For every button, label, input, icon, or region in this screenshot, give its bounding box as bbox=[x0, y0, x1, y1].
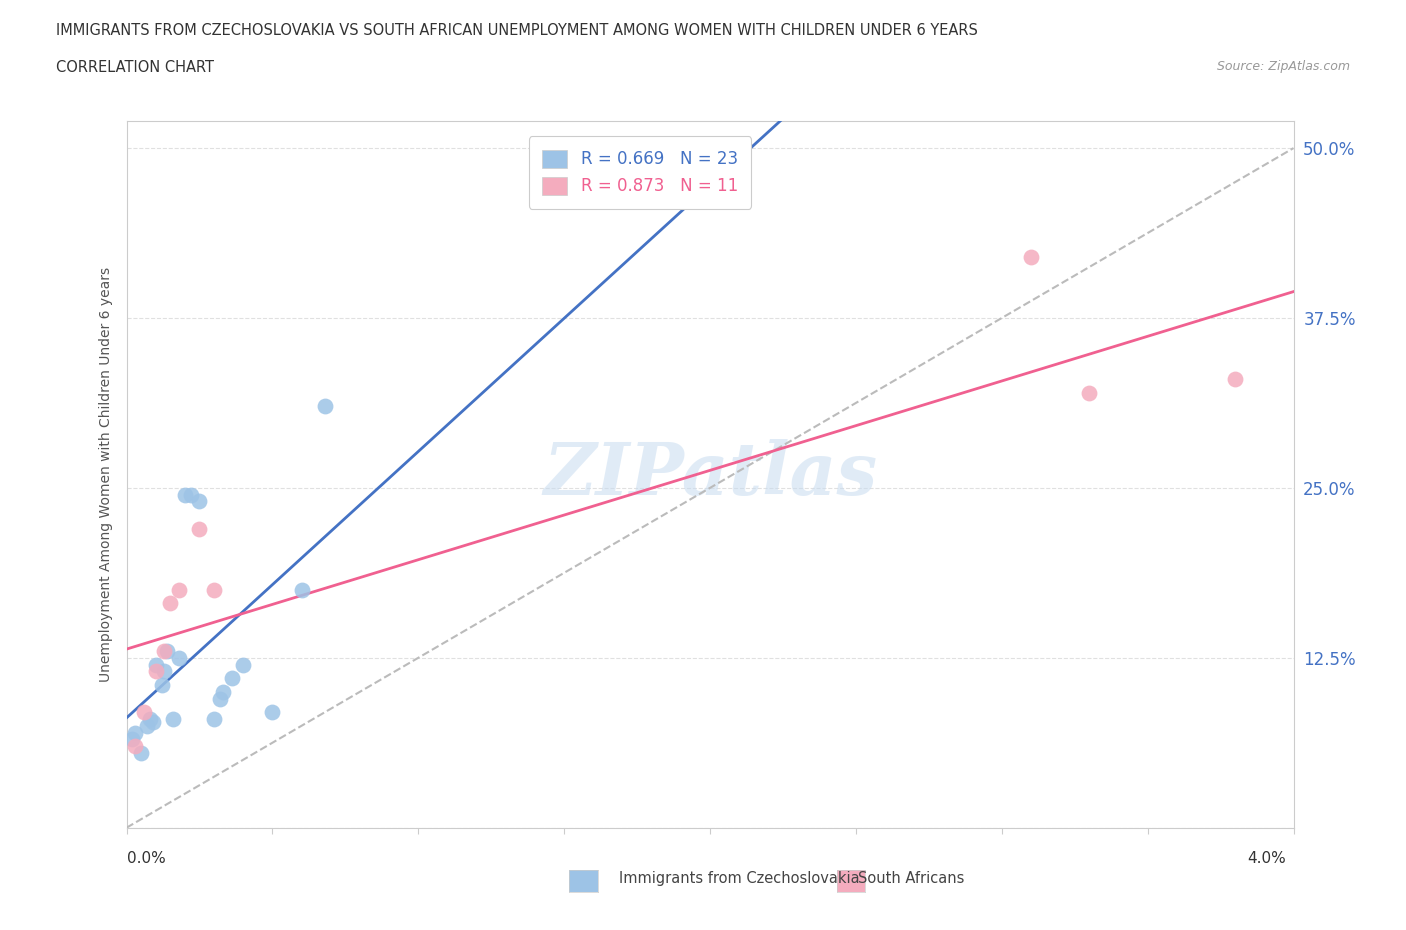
Point bbox=[129, 746, 152, 761]
Point bbox=[121, 732, 143, 747]
Text: Immigrants from Czechoslovakia: Immigrants from Czechoslovakia bbox=[619, 871, 859, 886]
Point bbox=[202, 582, 225, 597]
Text: 0.0%: 0.0% bbox=[127, 851, 166, 866]
Point bbox=[211, 684, 233, 699]
Point bbox=[167, 582, 190, 597]
Point bbox=[124, 725, 146, 740]
Point bbox=[139, 711, 162, 726]
Text: South Africans: South Africans bbox=[858, 871, 965, 886]
Point bbox=[145, 664, 167, 679]
Point bbox=[314, 399, 336, 414]
Text: IMMIGRANTS FROM CZECHOSLOVAKIA VS SOUTH AFRICAN UNEMPLOYMENT AMONG WOMEN WITH CH: IMMIGRANTS FROM CZECHOSLOVAKIA VS SOUTH … bbox=[56, 23, 979, 38]
Point bbox=[153, 644, 176, 658]
Point bbox=[180, 487, 202, 502]
Point bbox=[159, 596, 181, 611]
Text: 4.0%: 4.0% bbox=[1247, 851, 1286, 866]
Point bbox=[232, 658, 254, 672]
Point bbox=[124, 738, 146, 753]
Point bbox=[132, 705, 155, 720]
Point bbox=[1078, 385, 1101, 400]
Point bbox=[1223, 372, 1247, 387]
Point bbox=[202, 711, 225, 726]
Point bbox=[156, 644, 179, 658]
Point bbox=[208, 691, 231, 706]
Point bbox=[188, 521, 211, 536]
Point bbox=[142, 714, 165, 729]
Text: Source: ZipAtlas.com: Source: ZipAtlas.com bbox=[1216, 60, 1350, 73]
Point bbox=[167, 650, 190, 665]
Text: ZIPatlas: ZIPatlas bbox=[543, 439, 877, 510]
Y-axis label: Unemployment Among Women with Children Under 6 years: Unemployment Among Women with Children U… bbox=[98, 267, 112, 682]
Point bbox=[262, 705, 284, 720]
Point bbox=[1019, 249, 1042, 264]
Point bbox=[290, 582, 312, 597]
Point bbox=[174, 487, 197, 502]
Legend: R = 0.669   N = 23, R = 0.873   N = 11: R = 0.669 N = 23, R = 0.873 N = 11 bbox=[529, 137, 751, 208]
Point bbox=[162, 711, 184, 726]
Point bbox=[188, 494, 211, 509]
Text: CORRELATION CHART: CORRELATION CHART bbox=[56, 60, 214, 75]
Point bbox=[145, 658, 167, 672]
Point bbox=[150, 678, 173, 693]
Point bbox=[221, 671, 243, 685]
Point bbox=[153, 664, 176, 679]
Point bbox=[136, 718, 159, 733]
